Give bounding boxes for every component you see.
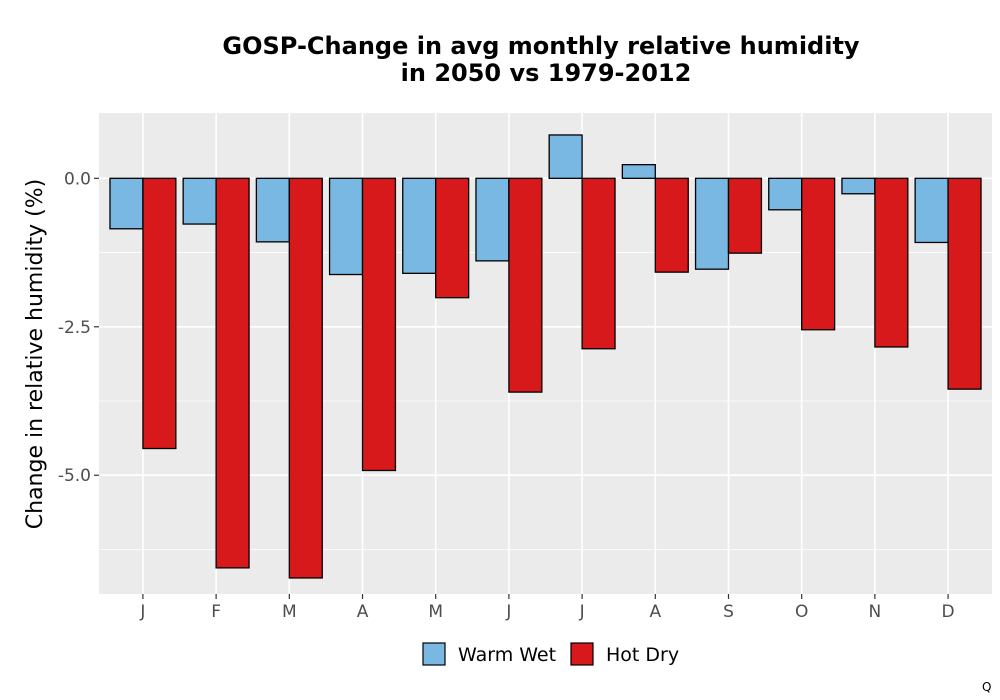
- legend: Warm Wet Hot Dry: [422, 642, 679, 666]
- chart-title-line-1: GOSP-Change in avg monthly relative humi…: [222, 32, 860, 60]
- y-tick-label: -5.0: [58, 466, 91, 486]
- legend-key-hot-dry: [570, 642, 594, 666]
- bars: [109, 134, 982, 579]
- bar-hot-dry-8: [654, 177, 689, 273]
- bar-hot-dry-2: [215, 177, 250, 569]
- bar-warm-wet-5: [402, 177, 437, 274]
- bar-warm-wet-9: [694, 177, 730, 270]
- x-tick-label: J: [505, 602, 511, 622]
- x-tick-label: J: [139, 602, 145, 622]
- bar-warm-wet-11: [841, 177, 876, 195]
- y-tick-label: -2.5: [58, 318, 91, 338]
- bar-hot-dry-3: [288, 177, 323, 579]
- y-axis-title: Change in relative humidity (%): [23, 179, 48, 529]
- legend-label-warm-wet: Warm Wet: [458, 644, 556, 666]
- bar-warm-wet-4: [328, 177, 364, 276]
- bar-hot-dry-1: [142, 177, 177, 450]
- x-tick-label: M: [428, 602, 443, 622]
- bar-warm-wet-6: [475, 177, 510, 262]
- legend-key-warm-wet: [422, 642, 446, 666]
- bar-warm-wet-10: [768, 177, 803, 211]
- corner-mark: Q: [982, 680, 991, 694]
- bar-hot-dry-9: [727, 177, 763, 254]
- bar-warm-wet-3: [255, 177, 290, 243]
- bar-hot-dry-6: [508, 177, 543, 393]
- bar-hot-dry-11: [874, 177, 909, 348]
- legend-label-hot-dry: Hot Dry: [606, 644, 679, 666]
- bar-warm-wet-1: [109, 177, 144, 230]
- bar-hot-dry-10: [801, 177, 836, 331]
- x-tick-label: M: [282, 602, 297, 622]
- bar-warm-wet-7: [548, 134, 583, 179]
- chart-title-line-2: in 2050 vs 1979-2012: [401, 59, 692, 87]
- bar-hot-dry-5: [435, 177, 470, 299]
- bar-hot-dry-12: [947, 177, 982, 390]
- x-tick-label: J: [579, 602, 585, 622]
- bar-hot-dry-4: [361, 177, 397, 472]
- x-tick-label: S: [723, 602, 734, 622]
- y-axis: 0.0 -2.5 -5.0: [58, 169, 99, 486]
- x-tick-label: A: [357, 602, 369, 622]
- x-tick-label: O: [795, 602, 808, 622]
- bar-warm-wet-8: [621, 164, 656, 179]
- x-tick-label: D: [942, 602, 955, 622]
- bar-warm-wet-2: [182, 177, 217, 225]
- x-tick-label: A: [649, 602, 661, 622]
- bar-hot-dry-7: [581, 177, 616, 350]
- y-tick-label: 0.0: [64, 169, 91, 189]
- x-tick-label: N: [869, 602, 882, 622]
- x-tick-label: F: [211, 602, 221, 622]
- bar-warm-wet-12: [914, 177, 949, 244]
